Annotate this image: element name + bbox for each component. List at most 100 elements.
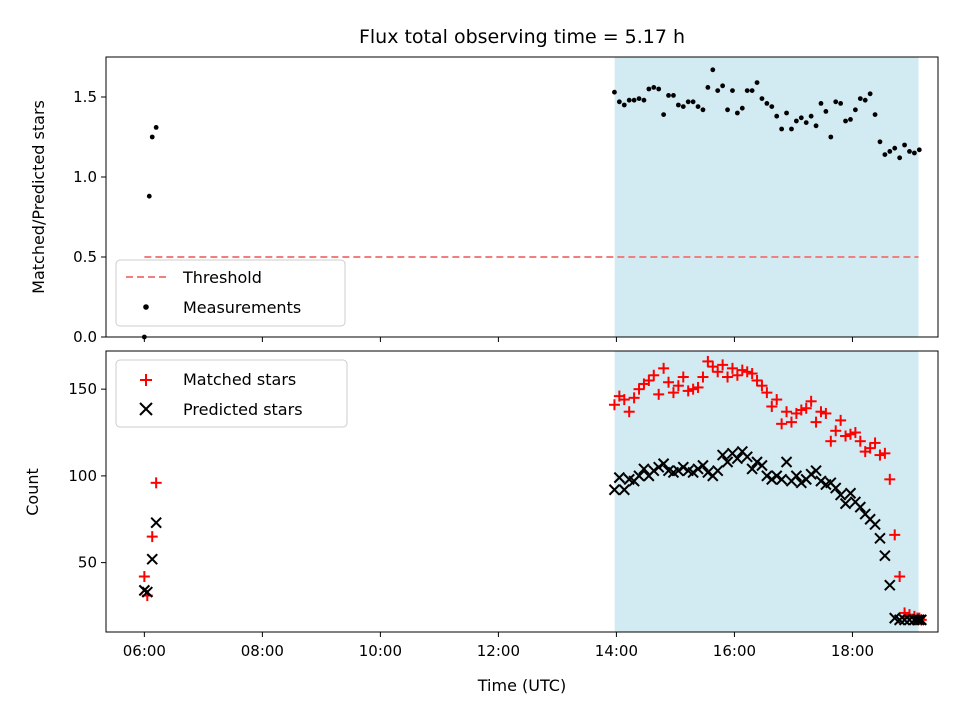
matched-star-point <box>844 428 856 440</box>
measurement-point <box>803 120 809 125</box>
measurement-point <box>872 112 878 117</box>
x-stroke-b <box>141 586 154 598</box>
y-tick-label: 0.0 <box>73 328 97 346</box>
predicted-star-point <box>618 484 630 496</box>
predicted-star-point <box>780 456 793 468</box>
x-stroke-b <box>746 463 758 475</box>
x-stroke-b <box>834 489 847 501</box>
predicted-star-point <box>648 464 660 477</box>
matched-star-point <box>702 355 714 367</box>
measurement-point <box>651 85 657 90</box>
predicted-star-point <box>741 451 753 463</box>
measurement-point <box>784 110 789 116</box>
predicted-star-point <box>687 466 699 479</box>
panel-ratio: 0.0 0.5 1.0 1.5 Matched/Predicted stars Thr… <box>29 56 939 346</box>
x-stroke-b <box>839 497 852 510</box>
measurement-point <box>720 83 726 89</box>
legend-measurements-swatch <box>143 304 149 310</box>
measurement-point <box>749 88 755 93</box>
measurement-point <box>779 126 785 132</box>
predicted-star-point <box>652 461 665 473</box>
x-stroke-b <box>913 614 926 626</box>
predicted-stars-points <box>138 445 927 626</box>
predicted-star-point <box>839 497 852 510</box>
matched-star-point <box>722 371 734 383</box>
predicted-star-point <box>874 532 886 545</box>
matched-star-point <box>894 570 906 582</box>
x-stroke-b <box>874 532 886 545</box>
matched-star-point <box>771 394 783 406</box>
predicted-star-point <box>795 477 808 489</box>
measurement-point <box>852 107 858 113</box>
measurement-point <box>656 86 662 92</box>
matched-star-point <box>899 607 911 619</box>
matched-star-point <box>682 385 694 397</box>
matched-star-point <box>658 362 670 374</box>
x-stroke-b <box>648 464 660 477</box>
matched-star-point <box>889 529 901 541</box>
predicted-star-point <box>150 517 162 529</box>
measurement-point <box>769 104 775 109</box>
measurement-point <box>739 105 745 111</box>
panel-top-frame <box>105 56 939 338</box>
predicted-star-point <box>815 475 827 487</box>
matched-star-point <box>712 366 724 378</box>
measurement-point <box>818 101 824 106</box>
matched-star-point <box>643 374 655 386</box>
legend-box <box>115 359 348 428</box>
predicted-star-point <box>721 456 734 468</box>
measurement-point <box>911 150 917 156</box>
matched-star-point <box>146 531 158 543</box>
x-stroke-b <box>859 508 871 520</box>
y-axis-label-top: Matched/Predicted stars <box>29 100 48 294</box>
measurement-point <box>671 93 676 98</box>
predicted-star-point <box>913 614 926 626</box>
measurement-point <box>646 86 652 92</box>
matched-star-point <box>840 430 852 442</box>
predicted-star-point <box>893 614 906 626</box>
x-tick-label: 18:00 <box>831 642 874 660</box>
x-stroke-b <box>638 463 650 475</box>
y-axis-ticks-top: 0.0 0.5 1.0 1.5 <box>73 88 106 346</box>
matched-star-point <box>864 442 876 454</box>
measurement-point <box>616 99 622 105</box>
predicted-star-point <box>608 484 621 496</box>
matched-star-point <box>776 418 788 430</box>
measurement-point <box>700 107 706 113</box>
observing-window-shade <box>614 57 919 337</box>
x-stroke-b <box>702 466 714 479</box>
panel-counts: 50 100 150 06:00 08:00 10:00 12:00 14:00 16:00 1… <box>23 350 939 695</box>
measurement-point <box>838 101 844 106</box>
predicted-star-point <box>915 614 927 626</box>
legend-label-threshold: Threshold <box>182 268 262 287</box>
predicted-star-point <box>711 464 724 477</box>
measurement-point <box>833 99 839 105</box>
y-tick-label: 0.5 <box>73 248 97 266</box>
matched-star-point <box>692 381 704 393</box>
predicted-star-point <box>756 459 768 472</box>
x-stroke-b <box>761 470 773 482</box>
measurement-point <box>675 102 681 108</box>
matched-star-point <box>830 425 842 437</box>
measurement-point <box>877 139 883 145</box>
x-axis-ticks-top <box>143 337 853 342</box>
x-stroke-b <box>682 464 694 477</box>
predicted-star-point <box>761 470 773 482</box>
x-stroke-b <box>692 463 704 475</box>
measurement-point <box>867 91 873 97</box>
predicted-star-point <box>830 482 842 494</box>
matched-stars-points <box>138 355 927 626</box>
legend-matched-swatch <box>140 374 152 386</box>
measurement-point <box>705 85 711 90</box>
x-tick-label: 08:00 <box>241 642 284 660</box>
x-stroke-b <box>864 513 876 525</box>
predicted-star-point <box>613 471 626 484</box>
predicted-star-point <box>844 487 857 499</box>
y-tick-label: 150 <box>68 380 97 398</box>
x-stroke-b <box>741 451 753 463</box>
measurement-point <box>759 96 765 101</box>
matched-star-point <box>618 394 630 406</box>
x-tick-label: 10:00 <box>359 642 402 660</box>
predicted-star-point <box>834 489 847 501</box>
predicted-star-point <box>805 468 817 480</box>
